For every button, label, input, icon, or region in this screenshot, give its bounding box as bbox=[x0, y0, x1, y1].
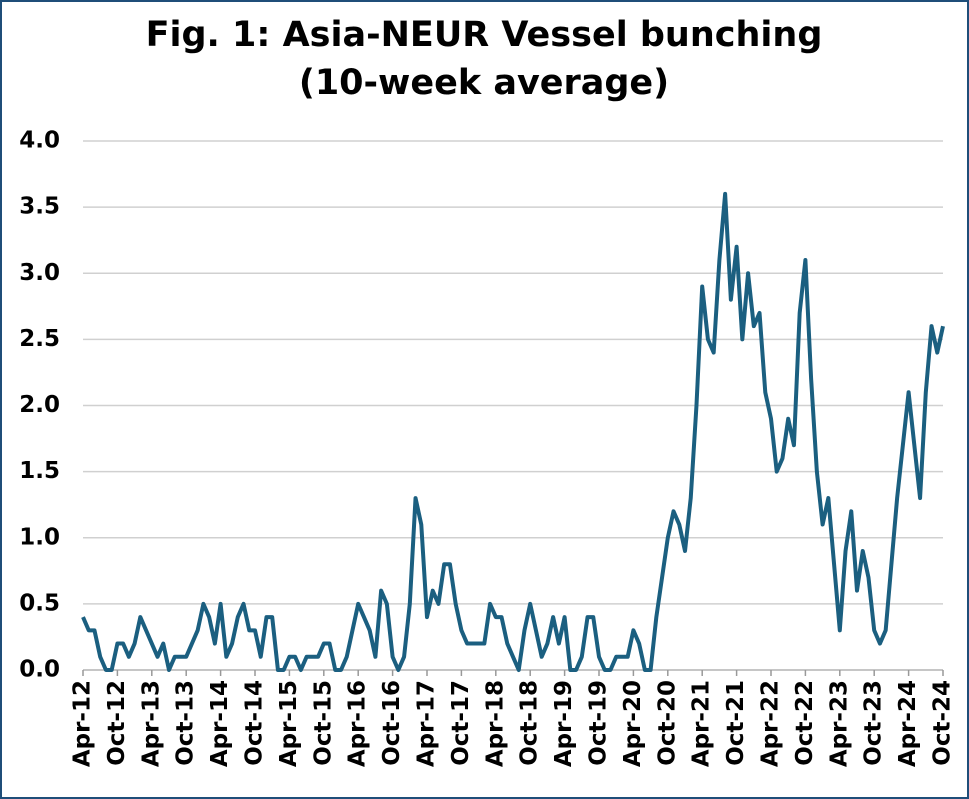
x-tick-label: Apr-21 bbox=[689, 680, 715, 767]
y-tick-label: 0.0 bbox=[19, 657, 60, 683]
y-tick-label: 0.5 bbox=[19, 590, 60, 616]
y-tick-label: 1.5 bbox=[19, 458, 60, 484]
x-tick-label: Apr-19 bbox=[551, 680, 577, 767]
x-tick-label: Oct-20 bbox=[654, 680, 680, 766]
x-tick-label: Apr-20 bbox=[620, 680, 646, 767]
y-tick-label: 4.0 bbox=[19, 128, 60, 154]
x-tick-label: Oct-15 bbox=[310, 680, 336, 766]
x-tick-label: Oct-17 bbox=[448, 680, 474, 766]
chart-title: Fig. 1: Asia-NEUR Vessel bunching bbox=[146, 15, 823, 55]
y-tick-label: 1.0 bbox=[19, 524, 60, 550]
data-line bbox=[81, 191, 945, 672]
x-tick-label: Apr-17 bbox=[414, 680, 440, 767]
x-tick-label: Oct-13 bbox=[173, 680, 199, 766]
x-tick-label: Oct-18 bbox=[517, 680, 543, 766]
x-tick-label: Oct-23 bbox=[861, 680, 887, 766]
x-tick-label: Apr-12 bbox=[70, 680, 96, 767]
x-tick-label: Oct-12 bbox=[104, 680, 130, 766]
x-tick-label: Apr-15 bbox=[276, 680, 302, 767]
y-tick-label: 2.0 bbox=[19, 392, 60, 418]
x-tick-label: Oct-21 bbox=[723, 680, 749, 766]
chart-subtitle: (10-week average) bbox=[299, 63, 669, 103]
x-tick-label: Apr-18 bbox=[482, 680, 508, 767]
y-tick-label: 2.5 bbox=[19, 326, 60, 352]
y-tick-label: 3.5 bbox=[19, 194, 60, 220]
x-tick-label: Apr-13 bbox=[138, 680, 164, 767]
x-tick-label: Apr-22 bbox=[758, 680, 784, 767]
x-tick-label: Oct-24 bbox=[930, 680, 956, 766]
x-tick-label: Oct-22 bbox=[792, 680, 818, 766]
x-tick-label: Oct-16 bbox=[379, 680, 405, 766]
x-tick-label: Apr-24 bbox=[895, 680, 921, 767]
y-tick-label: 3.0 bbox=[19, 260, 60, 286]
x-tick-label: Apr-23 bbox=[826, 680, 852, 767]
x-tick-label: Oct-14 bbox=[242, 680, 268, 766]
x-tick-label: Oct-19 bbox=[586, 680, 612, 766]
x-tick-label: Apr-16 bbox=[345, 680, 371, 767]
x-tick-label: Apr-14 bbox=[207, 680, 233, 767]
